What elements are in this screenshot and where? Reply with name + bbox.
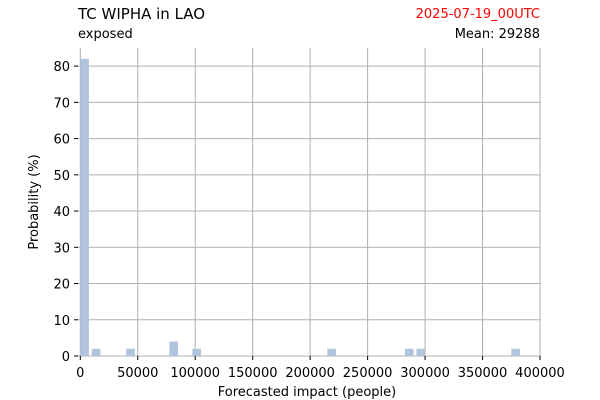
histogram-bar: [91, 348, 101, 356]
x-tick-label: 350000: [458, 366, 508, 381]
chart-title: TC WIPHA in LAO: [78, 5, 206, 23]
histogram-bar: [169, 341, 178, 356]
histogram-bar: [404, 348, 414, 356]
y-tick-label: 10: [53, 314, 70, 329]
x-tick-label: 250000: [343, 366, 393, 381]
x-axis-ticks: 0 50000 100000 150000 200000 250000 300000 3500…: [76, 356, 565, 381]
y-tick-label: 50: [53, 169, 70, 184]
x-tick-label: 300000: [400, 366, 450, 381]
histogram-bar: [416, 348, 426, 356]
x-tick-label: 0: [76, 366, 84, 381]
grid-lines: [78, 48, 541, 357]
y-tick-label: 0: [62, 350, 70, 365]
histogram-bar: [327, 348, 337, 356]
x-tick-label: 100000: [170, 366, 220, 381]
bars: [80, 58, 520, 357]
y-tick-label: 70: [53, 96, 70, 111]
x-axis-label: Forecasted impact (people): [218, 385, 396, 400]
y-axis-ticks: 0 10 20 30 40 50 60 70 80: [53, 60, 78, 365]
y-tick-label: 30: [53, 241, 70, 256]
x-tick-label: 150000: [228, 366, 278, 381]
mean-value: Mean: 29288: [454, 27, 540, 42]
histogram-bar: [126, 348, 135, 356]
y-tick-label: 80: [53, 60, 70, 75]
forecast-date: 2025-07-19_00UTC: [415, 7, 540, 22]
y-axis-label: Probability (%): [27, 154, 42, 249]
x-tick-label: 200000: [285, 366, 335, 381]
histogram-bar: [192, 348, 201, 356]
x-tick-label: 400000: [515, 366, 565, 381]
y-tick-label: 40: [53, 205, 70, 220]
y-tick-label: 60: [53, 133, 70, 148]
x-tick-label: 50000: [117, 366, 158, 381]
histogram-bar: [80, 58, 89, 357]
histogram-bar: [511, 348, 520, 356]
y-tick-label: 20: [53, 278, 70, 293]
chart-subtitle: exposed: [78, 27, 133, 42]
